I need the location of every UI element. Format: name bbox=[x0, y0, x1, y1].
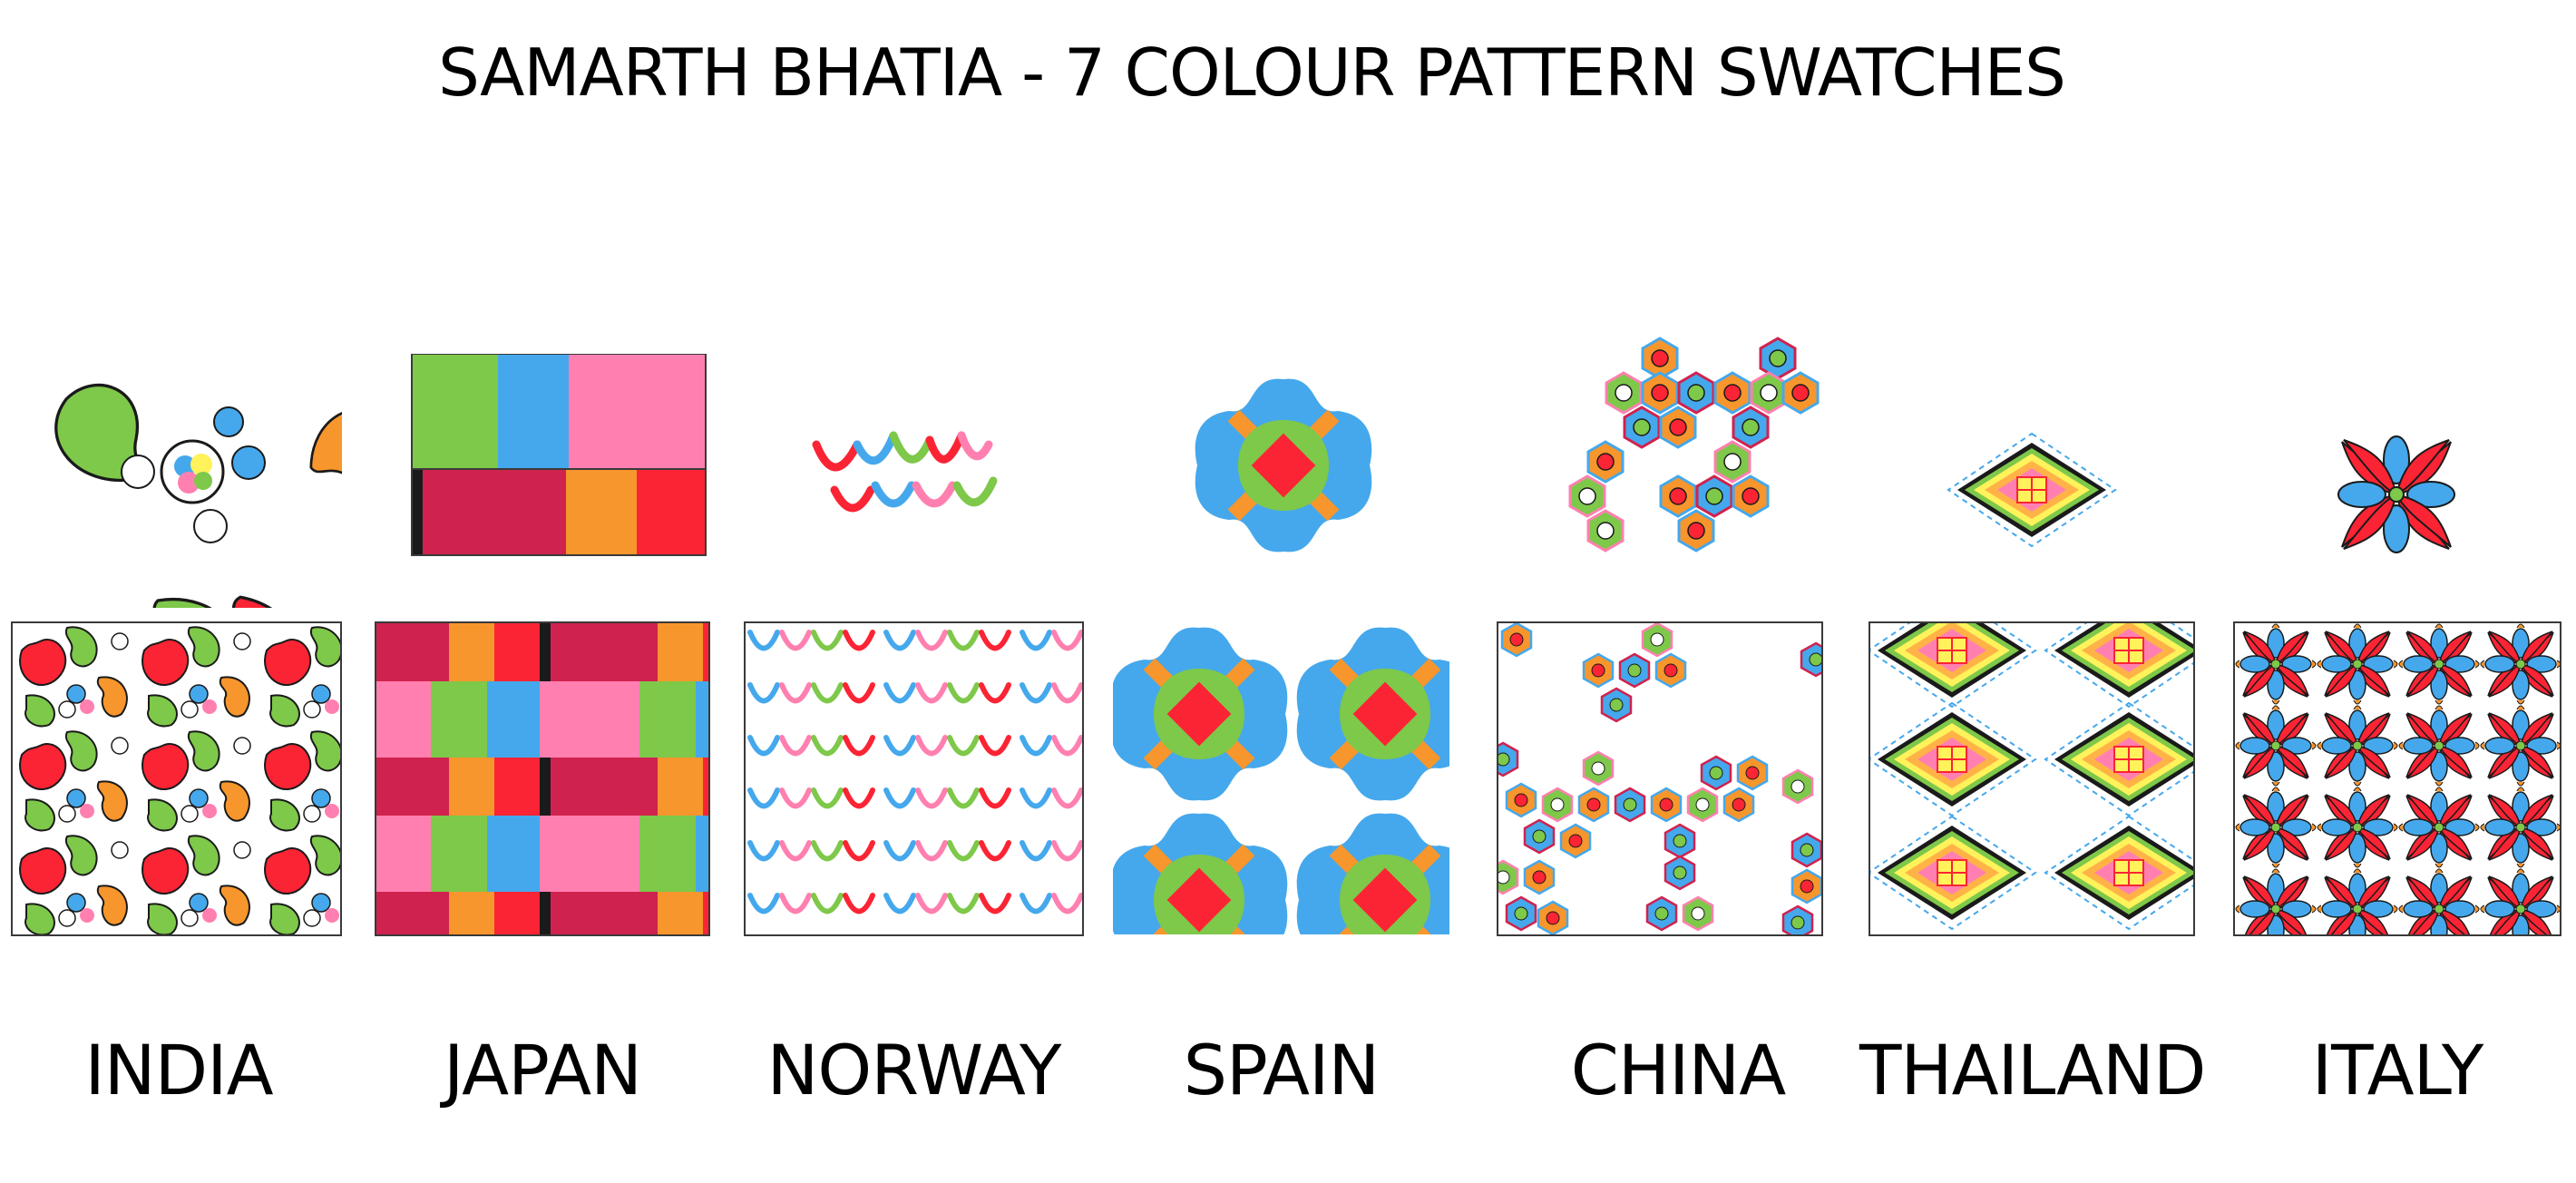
country-label: NORWAY bbox=[766, 1030, 1062, 1110]
bird-flock-icon bbox=[812, 431, 998, 513]
paisley-cluster-icon bbox=[54, 383, 342, 608]
quatrefoil-tile-icon bbox=[1195, 378, 1372, 552]
pattern-tile-thailand bbox=[1869, 621, 2195, 936]
pattern-tile-china bbox=[1497, 621, 1823, 936]
swatch-japan: JAPAN bbox=[375, 0, 710, 1183]
country-label: JAPAN bbox=[444, 1030, 642, 1110]
country-label: CHINA bbox=[1570, 1030, 1786, 1110]
swatch-spain: SPAIN bbox=[1111, 0, 1451, 1183]
swatch-india: INDIA bbox=[11, 0, 342, 1183]
pattern-tile-norway bbox=[744, 621, 1084, 936]
swatch-thailand: THAILAND bbox=[1859, 0, 2206, 1183]
country-label: INDIA bbox=[84, 1030, 273, 1110]
pattern-tile-spain bbox=[1111, 621, 1451, 936]
country-label: THAILAND bbox=[1859, 1030, 2206, 1110]
pattern-tile-italy bbox=[2233, 621, 2561, 936]
country-label: SPAIN bbox=[1183, 1030, 1380, 1110]
color-block-grid-icon bbox=[411, 354, 707, 556]
country-label: ITALY bbox=[2311, 1030, 2484, 1110]
swatch-italy: ITALY bbox=[2233, 0, 2561, 1183]
pattern-tile-india bbox=[11, 621, 342, 936]
diamond-lattice-icon bbox=[1947, 432, 2117, 548]
hexagon-cluster-icon bbox=[1568, 337, 1820, 552]
swatch-norway: NORWAY bbox=[744, 0, 1084, 1183]
majolica-star-icon bbox=[2337, 435, 2455, 553]
page-title: SAMARTH BHATIA - 7 COLOUR PATTERN SWATCH… bbox=[438, 34, 2066, 111]
pattern-tile-japan bbox=[375, 621, 710, 936]
swatch-china: CHINA bbox=[1497, 0, 1823, 1183]
